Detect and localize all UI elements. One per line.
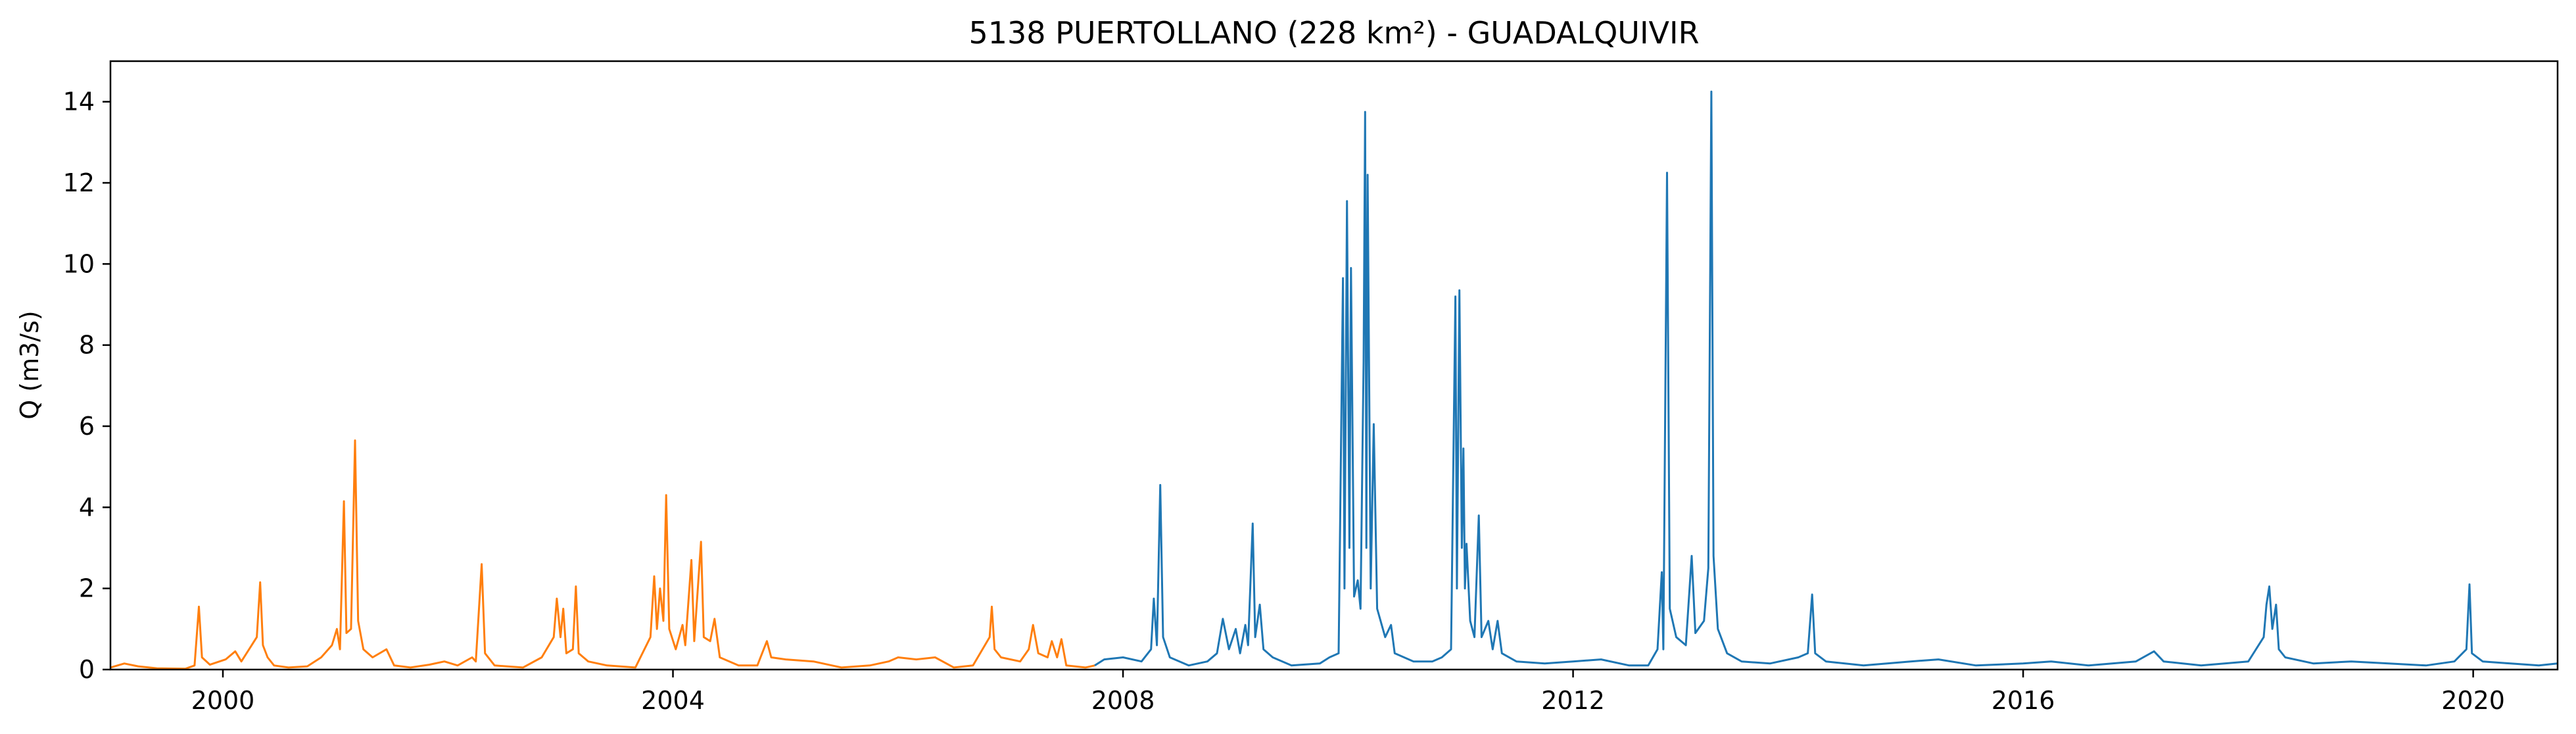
plot-frame: [109, 60, 2559, 671]
y-tick-label: 6: [79, 412, 95, 441]
y-tick-label: 8: [79, 331, 95, 360]
series-line-2: [1094, 90, 2558, 667]
y-tick-label: 10: [63, 249, 95, 278]
x-tick-label: 2020: [2441, 686, 2505, 715]
y-tick-label: 2: [79, 574, 95, 603]
y-axis: 0 2 4 6 8 10 12 14: [63, 87, 110, 684]
y-tick-label: 0: [79, 655, 95, 684]
x-tick-label: 2016: [1992, 686, 2055, 715]
plot-series: [110, 90, 2558, 670]
x-tick-label: 2008: [1091, 686, 1155, 715]
y-tick-label: 4: [79, 493, 95, 522]
chart-title: 5138 PUERTOLLANO (228 km²) - GUADALQUIVI…: [968, 15, 1699, 51]
x-tick-label: 2000: [191, 686, 255, 715]
series-line-1: [110, 439, 1095, 670]
x-tick-label: 2012: [1541, 686, 1605, 715]
y-tick-label: 12: [63, 168, 95, 197]
x-axis: 2000 2004 2008 2012 2016 2020: [191, 670, 2505, 715]
y-tick-label: 14: [63, 87, 95, 116]
y-axis-label: Q (m3/s): [15, 310, 44, 419]
x-tick-label: 2004: [641, 686, 705, 715]
